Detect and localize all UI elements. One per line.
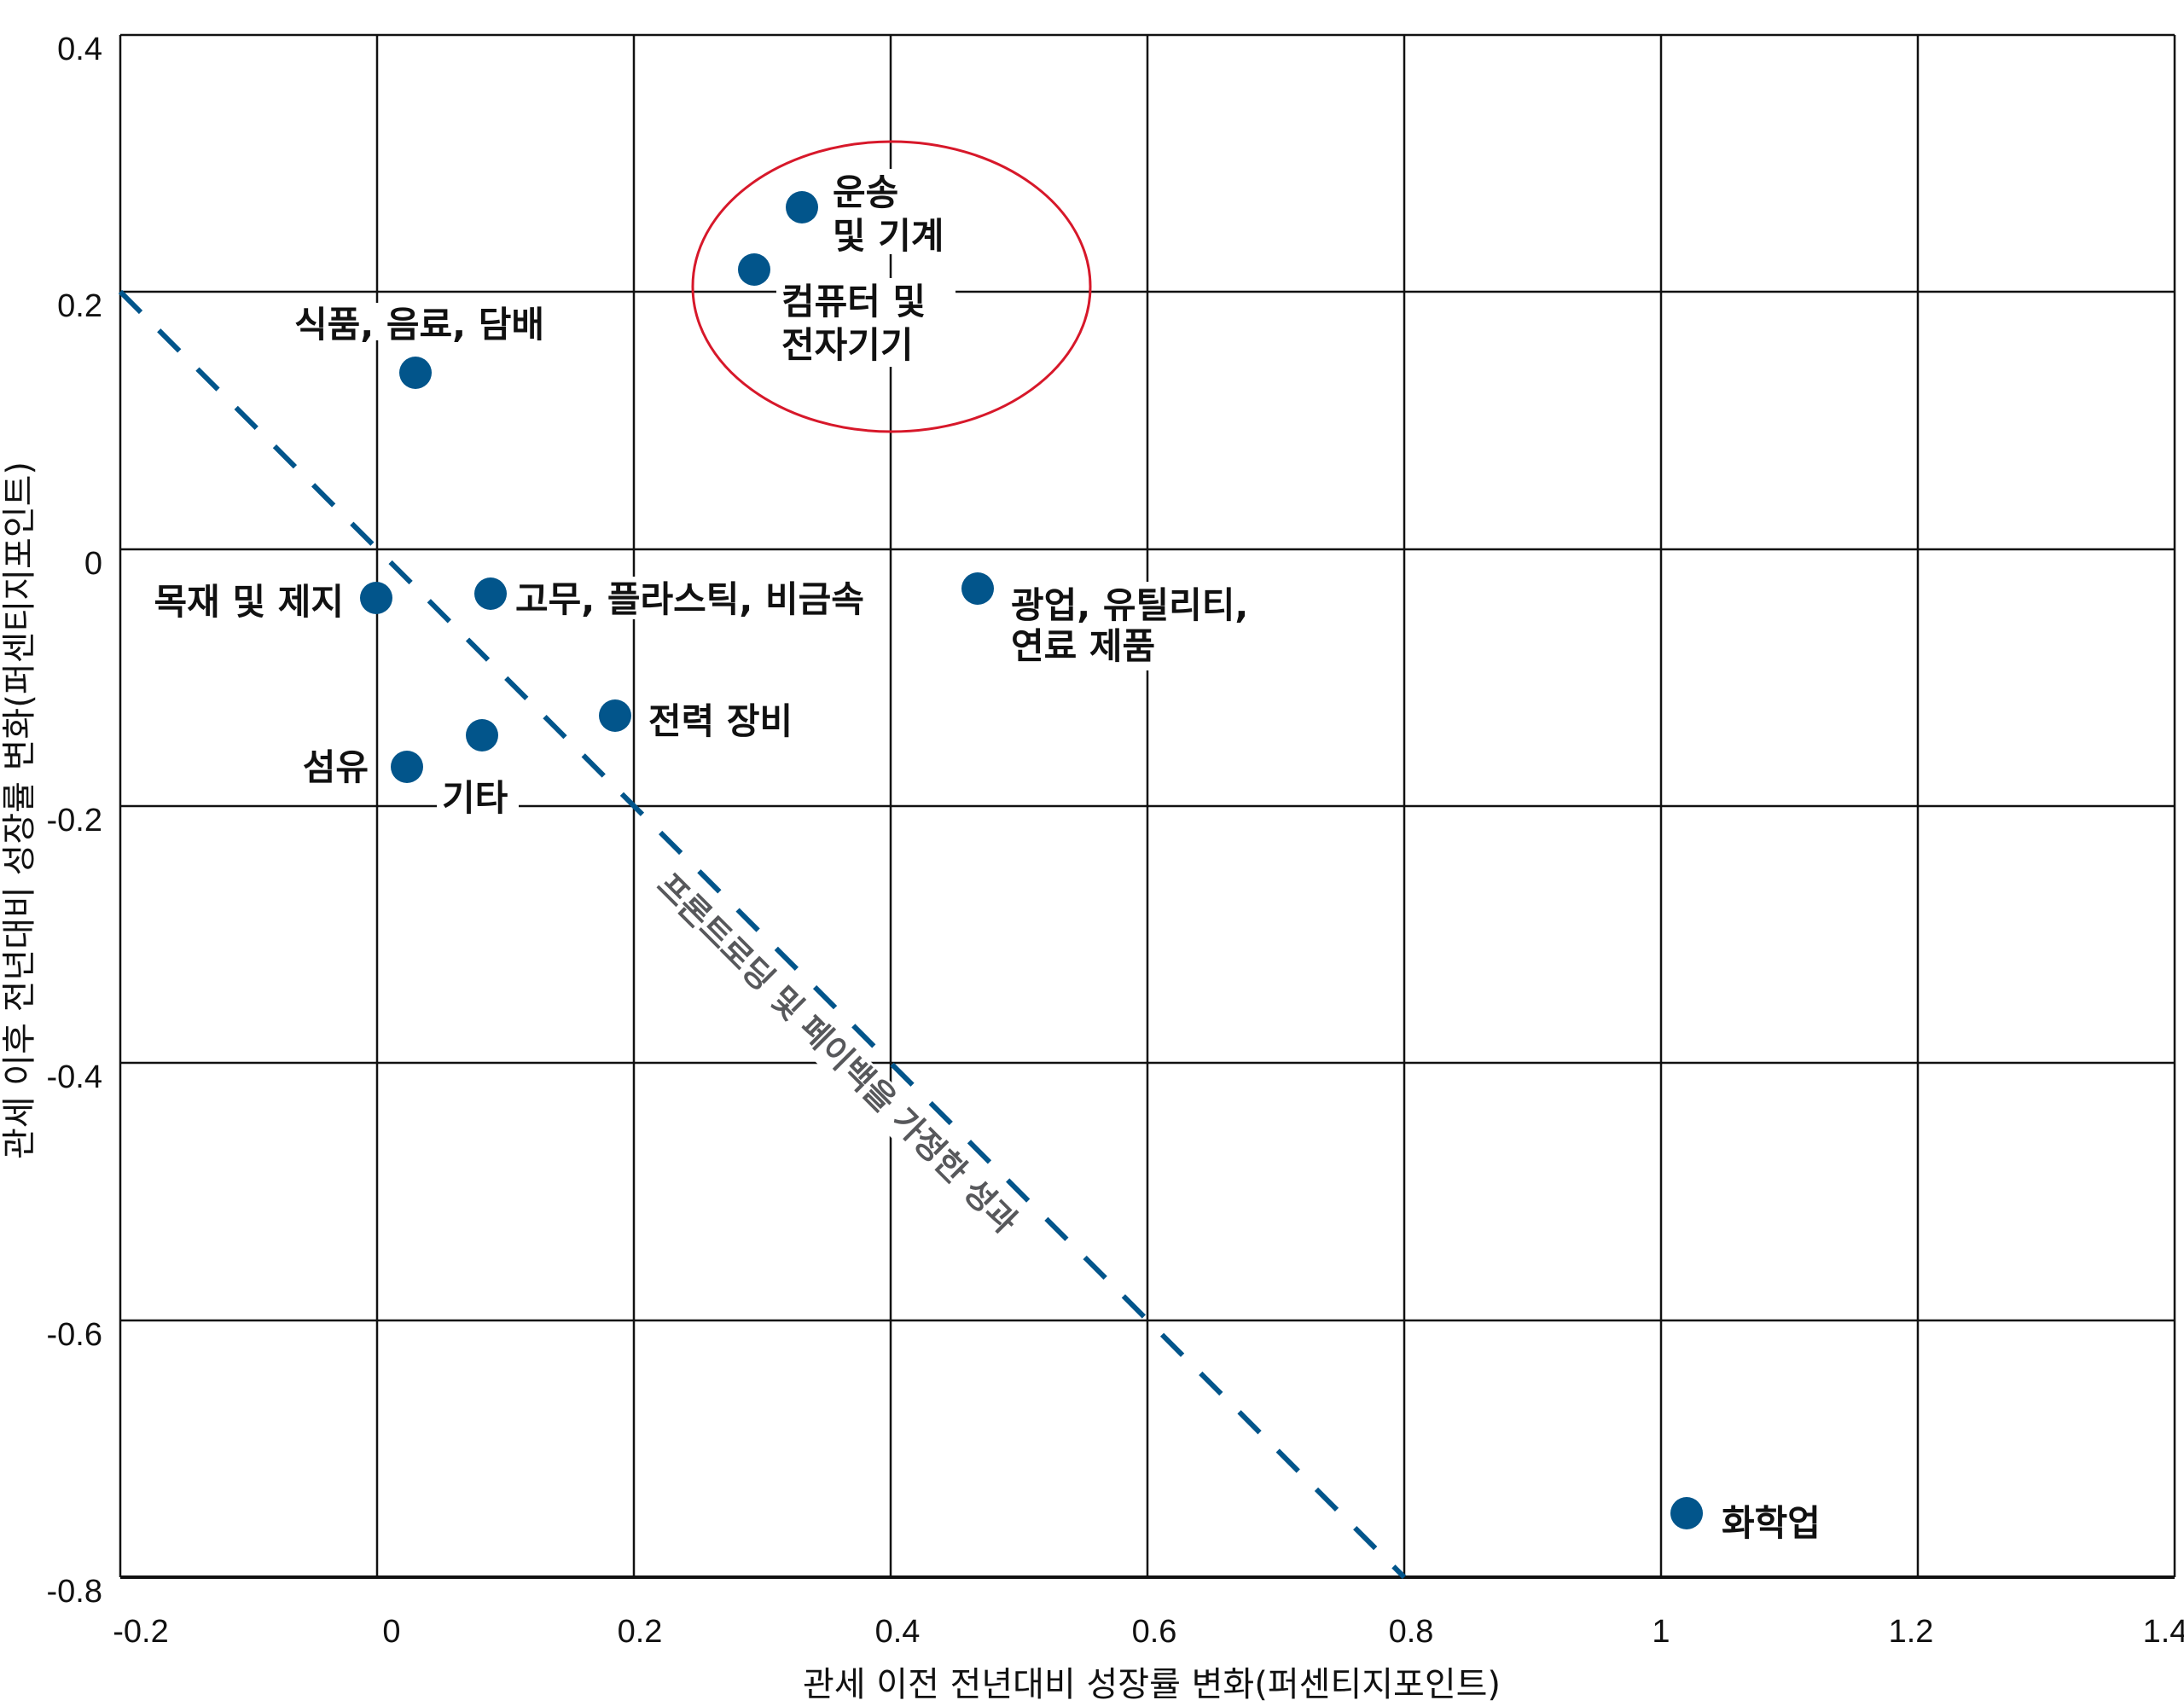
y-axis-ticks: 0.4 0.2 0 -0.2 -0.4 -0.6 -0.8: [47, 32, 102, 1610]
x-axis-ticks: -0.2 0 0.2 0.4 0.6 0.8 1 1.2 1.4: [113, 1614, 2184, 1650]
point-mining[interactable]: [961, 572, 994, 605]
y-tick: -0.2: [47, 803, 102, 838]
x-tick: 1: [1652, 1614, 1670, 1650]
label-food: 식품, 음료, 담배: [294, 304, 544, 345]
grid: [119, 33, 2176, 1579]
y-axis-title: 관세 이후 전년대비 성장률 변화(퍼센티지포인트): [0, 461, 39, 1159]
point-computer[interactable]: [738, 253, 770, 286]
x-tick: 0.8: [1389, 1614, 1434, 1650]
x-tick: 1.2: [1889, 1614, 1934, 1650]
reference-line-label-text: 프론트로딩 및 페이백을 가정한 성과: [650, 866, 1025, 1240]
y-tick: -0.4: [47, 1059, 102, 1095]
point-wood[interactable]: [360, 582, 392, 614]
x-tick: 0.6: [1132, 1614, 1177, 1650]
label-wood: 목재 및 제지: [154, 581, 344, 623]
point-power[interactable]: [599, 699, 631, 732]
y-tick: 0: [84, 546, 102, 582]
label-transport-line2: 및 기계: [833, 215, 944, 257]
label-textile: 섬유: [303, 746, 369, 788]
label-computer-line1: 컴퓨터 및: [781, 281, 926, 322]
point-food[interactable]: [399, 357, 432, 389]
point-other[interactable]: [466, 719, 498, 751]
x-tick: 0.2: [618, 1614, 663, 1650]
point-labels: 식품, 음료, 담배 운송 및 기계 컴퓨터 및 전자기기 목재 및 제지 고무…: [154, 171, 1821, 1544]
label-chemical: 화학업: [1722, 1502, 1821, 1544]
label-backgrounds: [290, 169, 1263, 819]
label-computer-line2: 전자기기: [781, 324, 914, 366]
label-power: 전력 장비: [648, 700, 793, 742]
y-tick: 0.4: [57, 32, 102, 67]
data-points: [360, 191, 1703, 1529]
point-chemical[interactable]: [1670, 1497, 1703, 1529]
label-transport-line1: 운송: [833, 171, 898, 213]
point-rubber[interactable]: [474, 577, 507, 610]
x-tick: 0: [382, 1614, 400, 1650]
highlight-ellipse: [691, 140, 1092, 433]
reference-line-label: 프론트로딩 및 페이백을 가정한 성과: [644, 862, 1076, 1294]
x-axis-title: 관세 이전 전년대비 성장률 변화(퍼센티지포인트): [803, 1665, 1501, 1704]
x-tick: 1.4: [2143, 1614, 2184, 1650]
y-tick: -0.8: [47, 1574, 102, 1610]
reference-line: [118, 289, 1407, 1580]
x-tick: -0.2: [113, 1614, 168, 1650]
x-tick: 0.4: [875, 1614, 921, 1650]
y-tick: -0.6: [47, 1317, 102, 1353]
label-other: 기타: [442, 777, 508, 819]
y-tick: 0.2: [57, 288, 102, 324]
point-textile[interactable]: [391, 751, 423, 783]
label-mining-line1: 광업, 유틸리티,: [1011, 584, 1248, 626]
label-rubber: 고무, 플라스틱, 비금속: [515, 578, 864, 620]
point-transport[interactable]: [786, 191, 818, 223]
label-mining-line2: 연료 제품: [1011, 625, 1155, 667]
